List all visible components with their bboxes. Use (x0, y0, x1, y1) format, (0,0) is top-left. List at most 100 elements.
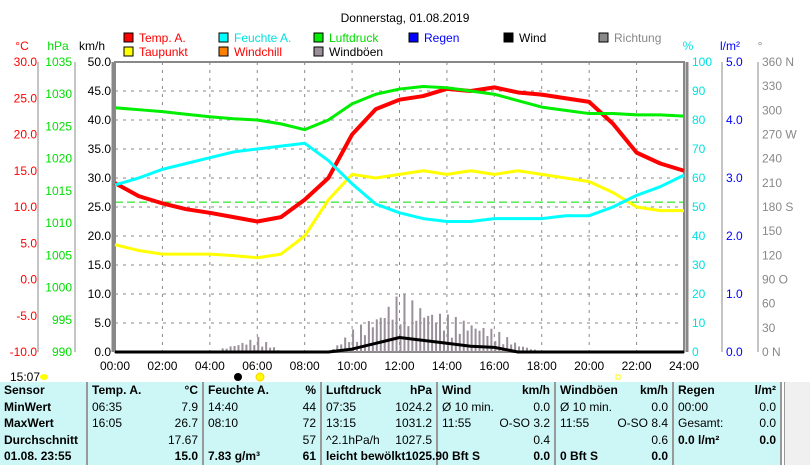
gust-bar (391, 319, 394, 352)
table-cell: 0 Bft S 0.0 (442, 448, 550, 465)
gust-bar (221, 348, 224, 352)
gust-bar (482, 328, 485, 352)
gust-bar (439, 313, 442, 352)
gust-bar (470, 325, 473, 352)
gust-bar (431, 314, 434, 352)
table-cell: 0 Bft S 0.0 (560, 448, 668, 465)
legend-swatch-2 (313, 32, 324, 43)
axis-tick-temp: 10.0 (14, 200, 38, 214)
axis-tick-wind: 0.0 (94, 345, 111, 359)
legend-swatch-0 (123, 32, 134, 43)
gust-bar (257, 336, 260, 352)
axis-tick-direction: 360 N (762, 55, 794, 69)
cell-text: °C (184, 383, 198, 397)
gust-bar (486, 336, 489, 352)
axis-tick-humidity: 100 (692, 55, 712, 69)
axis-tick-direction: 330 (762, 79, 782, 93)
x-tick-label: 08:00 (290, 359, 320, 373)
gust-bar (367, 321, 370, 352)
cell-text: 44 (302, 399, 316, 414)
x-tick-label: 24:00 (669, 359, 699, 373)
gust-bar (419, 308, 422, 352)
gust-bar (273, 347, 276, 352)
cell-text: 61 (302, 449, 316, 463)
gust-bar (514, 342, 517, 352)
table-cell: Ø 10 min. 0.0 (442, 399, 550, 416)
table-cell: Windböen km/h (560, 382, 668, 399)
axis-tick-humidity: 30 (692, 258, 706, 272)
axis-tick-direction: 150 (762, 224, 782, 238)
axis-unit-direction: ° (758, 39, 763, 53)
axis-tick-humidity: 0 (692, 345, 699, 359)
cell-text: 0 Bft S (442, 449, 481, 463)
legend-swatch-7 (218, 46, 229, 57)
cell-text: 0.6 (651, 432, 668, 447)
cell-text: 0.0 (651, 399, 668, 414)
axis-tick-humidity: 40 (692, 229, 706, 243)
axis-tick-direction: 180 S (762, 200, 793, 214)
table-cell: 11:55 O-SO 8.4 (560, 415, 668, 432)
gust-bar (490, 328, 493, 352)
axis-tick-rain: 0.0 (726, 345, 743, 359)
gust-bar (506, 337, 509, 352)
cell-text: 15.0 (174, 449, 198, 463)
gust-bar (253, 345, 256, 352)
axis-tick-pressure: 1020 (45, 152, 72, 166)
status-time: 15:07 (10, 370, 41, 384)
gust-bar (466, 330, 469, 352)
legend-label: Richtung (614, 31, 661, 45)
axis-tick-wind: 5.0 (94, 316, 111, 330)
gust-bar (454, 316, 457, 352)
table-cell: MinWert (4, 399, 82, 416)
axis-tick-wind: 40.0 (88, 113, 112, 127)
cell-text: 1031.2 (395, 416, 432, 430)
cell-text: 0.4 (533, 432, 550, 447)
axis-tick-rain: 5.0 (726, 55, 743, 69)
cell-text: 0.0 (651, 449, 668, 463)
cell-text: Wind (442, 383, 472, 397)
cell-text: 0 Bft S (560, 449, 599, 463)
x-tick-label: 02:00 (147, 359, 177, 373)
axis-tick-rain: 3.0 (726, 171, 743, 185)
table-cell: 0.4 (442, 432, 550, 449)
gust-bar (379, 317, 382, 352)
gust-bar (498, 331, 501, 352)
cell-text: Regen (678, 383, 715, 397)
axis-tick-humidity: 90 (692, 84, 706, 98)
table-cell: ^2.1hPa/h 1027.5 (326, 432, 432, 449)
weather-cloud-icon (40, 374, 48, 380)
axis-tick-pressure: 1025 (45, 119, 72, 133)
x-tick-label: 00:00 (100, 359, 130, 373)
axis-tick-humidity: 50 (692, 200, 706, 214)
scrollbar[interactable] (784, 382, 810, 465)
x-tick-label: 12:00 (384, 359, 414, 373)
axis-tick-pressure: 1030 (45, 87, 72, 101)
table-cell: 01.08. 23:55 (4, 448, 82, 465)
axis-tick-wind: 50.0 (88, 55, 112, 69)
axis-tick-pressure: 1000 (45, 281, 72, 295)
axis-tick-direction: 300 (762, 103, 782, 117)
gust-bar (229, 346, 232, 352)
cell-text: 7.9 (181, 399, 198, 414)
gust-bar (336, 345, 339, 352)
table-column: Windböen km/h Ø 10 min. 0.0 11:55 O-SO 8.4 0.6… (556, 382, 674, 465)
axis-tick-pressure: 990 (52, 345, 72, 359)
axis-tick-humidity: 70 (692, 142, 706, 156)
cell-text: 0.0 (759, 399, 776, 414)
table-cell: 0.0 l/m² 0.0 (678, 432, 776, 449)
axis-tick-wind: 25.0 (88, 200, 112, 214)
axis-tick-temp: -10.0 (10, 345, 38, 359)
gust-bar (435, 323, 438, 352)
axis-tick-humidity: 10 (692, 316, 706, 330)
cell-text: 72 (302, 416, 316, 430)
gust-bar (395, 296, 398, 352)
table-column: Feuchte A.% 14:40 44 08:10 72 57 7.83 g/m³ 61 (204, 382, 322, 465)
gust-bar (371, 327, 374, 352)
axis-unit-rain: l/m² (720, 39, 740, 53)
gust-bar (415, 320, 418, 352)
axis-tick-humidity: 60 (692, 171, 706, 185)
gust-bar (510, 344, 513, 352)
sun-icon (255, 372, 265, 382)
axis-unit-wind: km/h (79, 39, 105, 53)
cell-text: O-SO 8.4 (617, 416, 668, 430)
